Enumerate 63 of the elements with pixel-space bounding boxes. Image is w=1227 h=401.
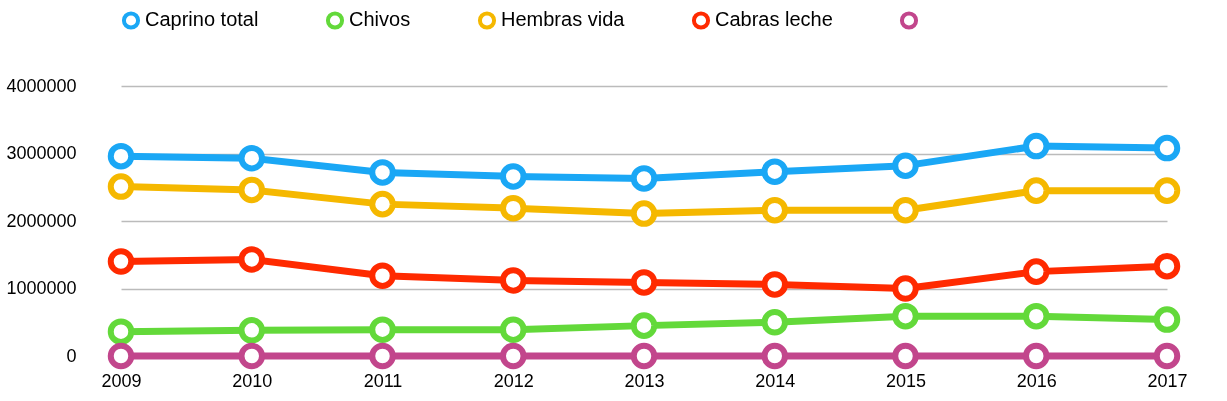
point (892, 302, 919, 330)
point (1153, 306, 1181, 333)
point (761, 271, 788, 298)
point (1153, 253, 1181, 280)
point (630, 200, 658, 227)
point (500, 342, 527, 370)
point (500, 267, 527, 294)
point (630, 342, 658, 370)
point (500, 316, 527, 343)
point (107, 342, 135, 370)
point (238, 342, 265, 370)
x-tick-label: 2014 (755, 370, 796, 391)
point (107, 173, 135, 200)
x-tick-label: 2017 (1147, 370, 1188, 391)
x-tick-label: 2016 (1016, 370, 1057, 391)
point (369, 190, 396, 218)
point (1023, 132, 1050, 160)
point (630, 269, 658, 296)
point (892, 152, 919, 179)
x-tick-label: 2013 (624, 370, 665, 391)
point (238, 176, 265, 204)
point (1023, 342, 1050, 370)
legend-label: Cabras leche (715, 8, 833, 31)
point (238, 317, 265, 344)
point (1023, 177, 1050, 204)
point (892, 342, 919, 370)
point (238, 246, 265, 273)
point (369, 262, 396, 289)
point (107, 248, 135, 275)
legend-label: Chivos (349, 8, 411, 31)
point (500, 163, 527, 190)
point (892, 196, 919, 224)
point (761, 309, 788, 336)
point (761, 196, 788, 224)
point (630, 312, 658, 339)
point (1153, 177, 1181, 204)
y-tick-label: 4000000 (6, 75, 77, 96)
legend-label: Hembras vida (501, 8, 626, 31)
y-tick-label: 2000000 (6, 210, 77, 231)
legend-label: Caprino total (145, 8, 259, 31)
point (892, 275, 919, 302)
point (1153, 134, 1181, 162)
point (238, 145, 265, 172)
x-tick-label: 2015 (885, 370, 927, 391)
x-tick-label: 2009 (101, 370, 142, 391)
point (369, 159, 396, 186)
point (1023, 302, 1050, 330)
x-tick-label: 2011 (363, 370, 403, 391)
point (369, 316, 396, 343)
point (630, 165, 658, 192)
point (761, 342, 788, 370)
point (761, 158, 788, 185)
point (500, 194, 527, 222)
y-tick-label: 1000000 (6, 278, 77, 298)
point (107, 142, 135, 170)
point (369, 342, 396, 370)
point (1153, 342, 1181, 370)
x-tick-label: 2010 (232, 370, 273, 391)
point (107, 318, 135, 345)
x-tick-label: 2012 (493, 370, 534, 391)
y-tick-label: 0 (66, 345, 77, 366)
point (1023, 258, 1050, 285)
y-tick-label: 3000000 (6, 143, 77, 163)
